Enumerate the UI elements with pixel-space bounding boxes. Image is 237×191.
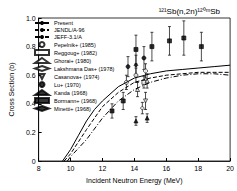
svg-text:0.8: 0.8 xyxy=(25,43,36,51)
svg-text:JEFF-3.1/A: JEFF-3.1/A xyxy=(54,34,82,40)
svg-text:8: 8 xyxy=(37,165,41,172)
svg-text:Cross Section (b): Cross Section (b) xyxy=(8,62,16,116)
svg-text:0: 0 xyxy=(32,158,36,165)
svg-text:10: 10 xyxy=(67,165,75,172)
svg-text:18: 18 xyxy=(194,165,202,172)
svg-text:¹²¹Sb(n,2n)¹²⁰ᵐSb: ¹²¹Sb(n,2n)¹²⁰ᵐSb xyxy=(159,7,221,16)
svg-text:Lakshmana Das+ (1978): Lakshmana Das+ (1978) xyxy=(54,66,115,72)
svg-text:12: 12 xyxy=(99,165,107,172)
svg-text:1.0: 1.0 xyxy=(26,15,36,22)
svg-text:16: 16 xyxy=(162,165,170,172)
svg-text:Kanda (1968): Kanda (1968) xyxy=(54,90,87,96)
svg-text:Minetti+ (1968): Minetti+ (1968) xyxy=(54,106,91,112)
svg-text:Lu+ (1970): Lu+ (1970) xyxy=(54,82,81,88)
svg-text:0.4: 0.4 xyxy=(25,100,36,108)
svg-text:Present: Present xyxy=(54,20,73,26)
svg-text:20: 20 xyxy=(226,165,234,172)
svg-text:JENDL/A-96: JENDL/A-96 xyxy=(54,27,85,33)
svg-text:Ghorai+ (1980): Ghorai+ (1980) xyxy=(54,58,91,64)
svg-text:0.6: 0.6 xyxy=(26,72,36,79)
svg-text:14: 14 xyxy=(130,165,138,172)
svg-text:Reggoug+ (1982): Reggoug+ (1982) xyxy=(54,50,97,56)
svg-text:Bormann+ (1968): Bormann+ (1968) xyxy=(54,98,97,104)
svg-text:Pepelnik+ (1985): Pepelnik+ (1985) xyxy=(54,42,96,48)
svg-text:Casanova+ (1974): Casanova+ (1974) xyxy=(54,74,100,80)
svg-text:0.2: 0.2 xyxy=(26,129,36,136)
svg-text:Incident Neutron Energy (MeV): Incident Neutron Energy (MeV) xyxy=(86,177,183,185)
